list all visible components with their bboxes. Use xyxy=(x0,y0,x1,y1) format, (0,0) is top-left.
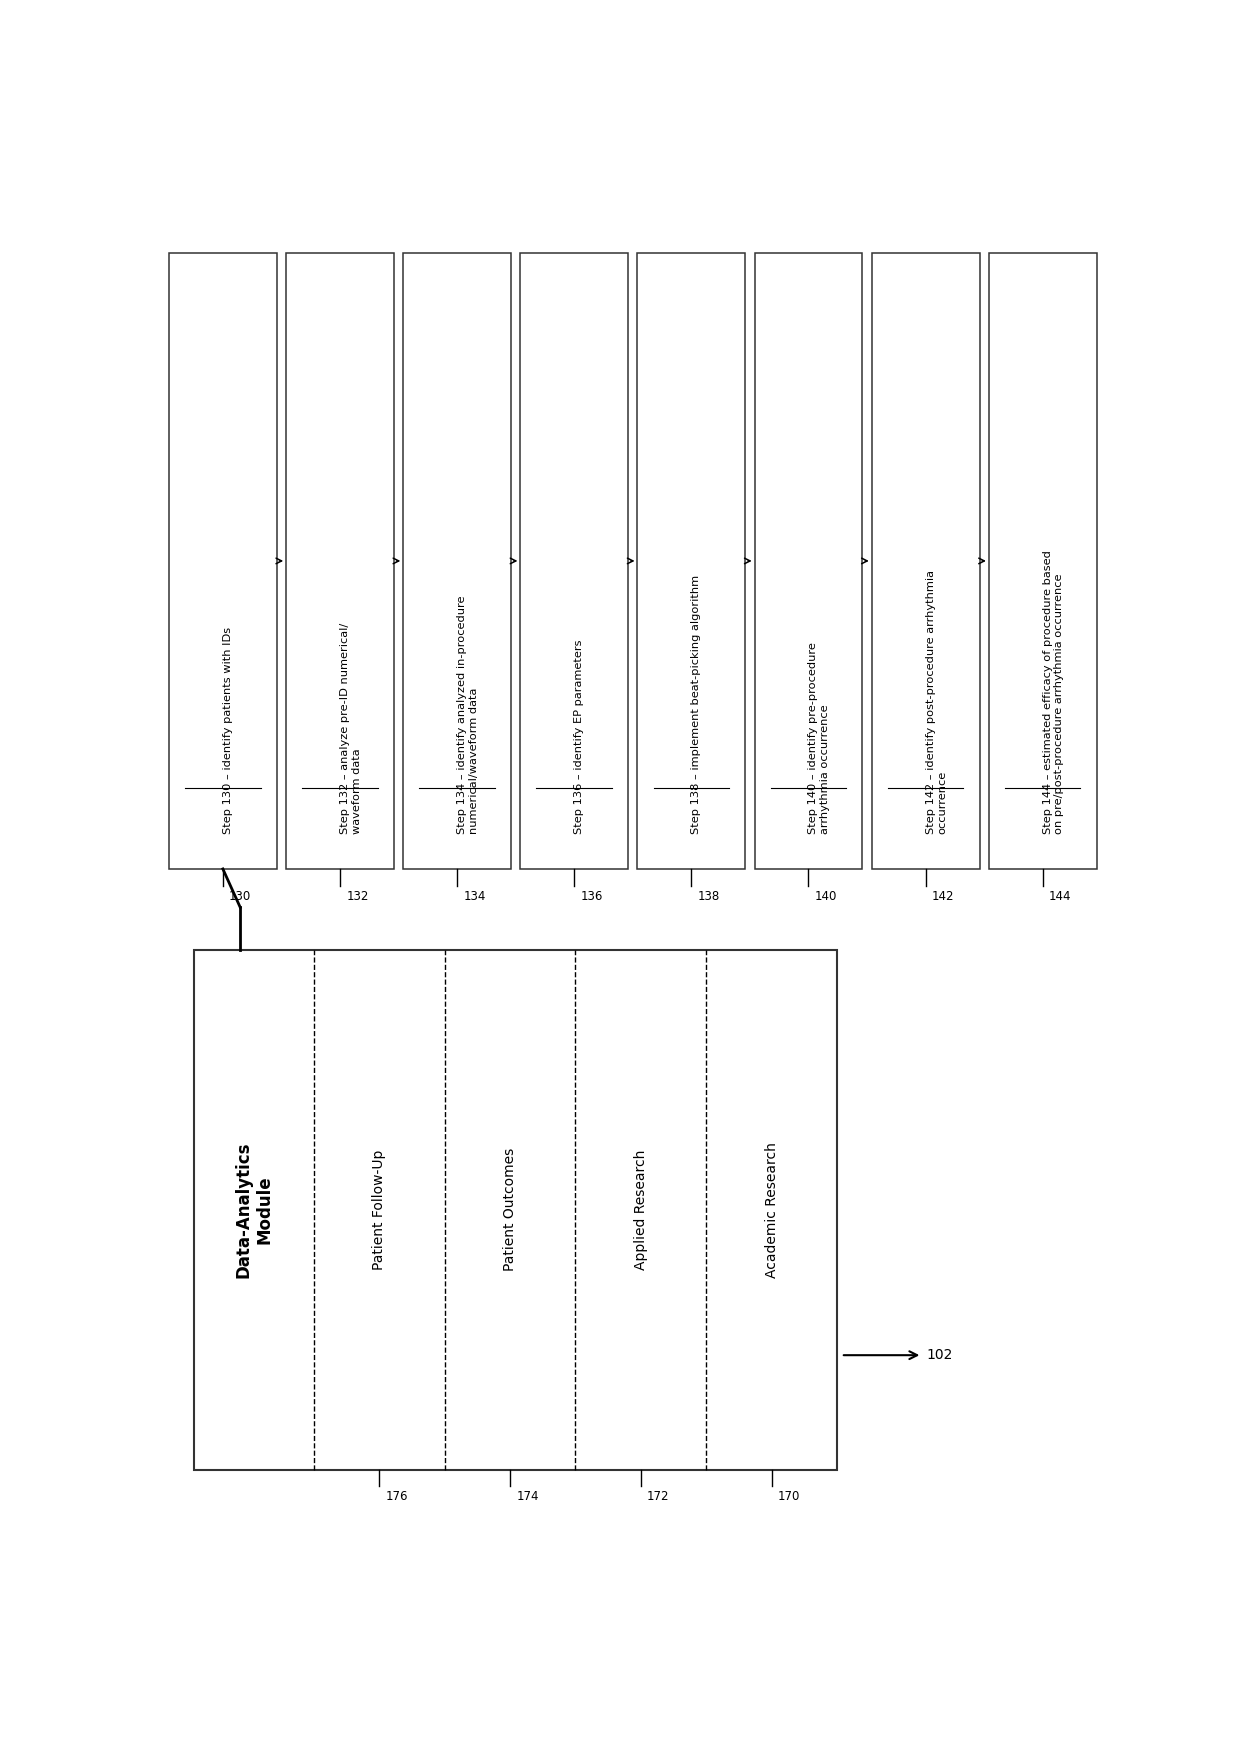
Text: 134: 134 xyxy=(464,890,486,902)
Text: 138: 138 xyxy=(698,890,719,902)
Text: Step 140 – identify pre-procedure
arrhythmia occurrence: Step 140 – identify pre-procedure arrhyt… xyxy=(808,643,830,834)
Text: 130: 130 xyxy=(229,890,252,902)
Bar xyxy=(637,253,745,869)
Text: 136: 136 xyxy=(580,890,603,902)
Bar xyxy=(286,253,394,869)
Text: Patient Follow-Up: Patient Follow-Up xyxy=(372,1150,387,1270)
Text: Academic Research: Academic Research xyxy=(765,1141,779,1277)
Text: 102: 102 xyxy=(926,1348,952,1362)
Text: 172: 172 xyxy=(647,1491,670,1503)
Text: 170: 170 xyxy=(777,1491,800,1503)
Text: 140: 140 xyxy=(815,890,837,902)
Text: Step 132 – analyze pre-ID numerical/
waveform data: Step 132 – analyze pre-ID numerical/ wav… xyxy=(340,624,362,834)
Bar xyxy=(521,253,629,869)
Text: 132: 132 xyxy=(346,890,368,902)
Text: Step 142 – identify post-procedure arrhythmia
occurrence: Step 142 – identify post-procedure arrhy… xyxy=(925,570,947,834)
Text: Step 134 – identify analyzed in-procedure
numerical/waveform data: Step 134 – identify analyzed in-procedur… xyxy=(458,596,479,834)
Bar xyxy=(755,253,862,869)
Text: Step 130 – identify patients with IDs: Step 130 – identify patients with IDs xyxy=(223,627,233,834)
Text: Data-Analytics
Module: Data-Analytics Module xyxy=(234,1141,273,1279)
Text: 176: 176 xyxy=(386,1491,408,1503)
Text: 144: 144 xyxy=(1049,890,1071,902)
Text: 174: 174 xyxy=(516,1491,538,1503)
Bar xyxy=(403,253,511,869)
Text: 142: 142 xyxy=(931,890,955,902)
Bar xyxy=(988,253,1096,869)
Bar xyxy=(193,949,837,1470)
Bar xyxy=(872,253,980,869)
Text: Patient Outcomes: Patient Outcomes xyxy=(503,1148,517,1272)
Text: Step 144 – estimated efficacy of procedure based
on pre/post-procedure arrhythmi: Step 144 – estimated efficacy of procedu… xyxy=(1043,550,1064,834)
Text: Applied Research: Applied Research xyxy=(634,1150,647,1270)
Bar xyxy=(169,253,277,869)
Text: Step 138 – implement beat-picking algorithm: Step 138 – implement beat-picking algori… xyxy=(692,575,702,834)
Text: Step 136 – identify EP parameters: Step 136 – identify EP parameters xyxy=(574,639,584,834)
